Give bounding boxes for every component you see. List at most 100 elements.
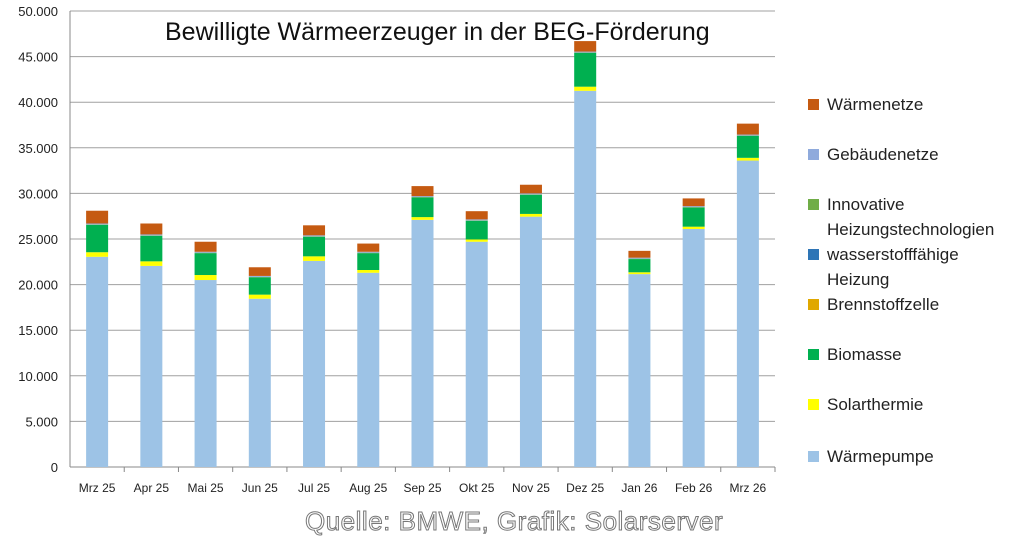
- x-tick-label: Mrz 25: [79, 481, 116, 495]
- bar-segment-biomasse: [303, 236, 326, 257]
- bar-segment-biomasse: [411, 197, 434, 218]
- bar-segment-wärmepumpe: [736, 160, 759, 467]
- bar-segment-gebäudenetze: [248, 275, 271, 277]
- bar-segment-wärmenetze: [303, 225, 326, 236]
- bar-segment-solarthermie: [628, 272, 651, 275]
- bar-segment-solarthermie: [519, 213, 542, 217]
- legend-label: Solarthermie: [827, 395, 924, 414]
- y-tick-label: 40.000: [18, 95, 58, 110]
- bar-segment-gebäudenetze: [357, 251, 380, 253]
- x-tick-label: Feb 26: [675, 481, 713, 495]
- bar-segment-wärmenetze: [574, 41, 597, 52]
- legend-label: Gebäudenetze: [827, 145, 939, 164]
- bar-segment-wärmepumpe: [303, 260, 326, 467]
- legend-item: wasserstofffähige Heizung: [808, 242, 1023, 292]
- bar-segment-gebäudenetze: [140, 234, 163, 236]
- bar-segment-wärmepumpe: [194, 280, 217, 467]
- legend-swatch: [808, 399, 819, 410]
- bar-segment-wärmenetze: [682, 198, 705, 207]
- x-tick-label: Sep 25: [403, 481, 441, 495]
- legend-item: Innovative Heizungstechnologien: [808, 192, 1023, 242]
- bar-segment-wärmenetze: [411, 186, 434, 197]
- bar-segment-wärmepumpe: [357, 272, 380, 467]
- x-tick-label: Dez 25: [566, 481, 604, 495]
- bar-segment-solarthermie: [140, 261, 163, 266]
- bar-segment-solarthermie: [411, 217, 434, 220]
- y-tick-label: 30.000: [18, 186, 58, 201]
- bar-segment-wärmepumpe: [574, 90, 597, 468]
- bar-segment-wärmepumpe: [682, 228, 705, 467]
- bar-segment-wärmenetze: [736, 123, 759, 135]
- legend-label: Innovative Heizungstechnologien: [827, 195, 995, 239]
- bar-segment-biomasse: [736, 135, 759, 158]
- legend-item: Brennstoffzelle: [808, 292, 1023, 317]
- bar-segment-gebäudenetze: [736, 134, 759, 136]
- legend-swatch: [808, 299, 819, 310]
- chart-title: Bewilligte Wärmeerzeuger in der BEG-Förd…: [165, 18, 710, 46]
- bar-segment-solarthermie: [682, 226, 705, 229]
- legend-label: Wärmepumpe: [827, 447, 934, 466]
- y-tick-label: 35.000: [18, 141, 58, 156]
- bar-segment-gebäudenetze: [519, 193, 542, 195]
- bar-segment-gebäudenetze: [628, 257, 651, 259]
- y-tick-label: 45.000: [18, 50, 58, 65]
- bar-segment-gebäudenetze: [194, 251, 217, 253]
- y-tick-label: 20.000: [18, 278, 58, 293]
- x-tick-label: Jun 25: [242, 481, 278, 495]
- bar-segment-gebäudenetze: [682, 206, 705, 208]
- bar-segment-biomasse: [194, 253, 217, 276]
- y-tick-label: 25.000: [18, 232, 58, 247]
- legend-item: Wärmepumpe: [808, 444, 1023, 469]
- legend-swatch: [808, 149, 819, 160]
- legend-item: Gebäudenetze: [808, 142, 1023, 167]
- x-tick-label: Aug 25: [349, 481, 387, 495]
- bar-segment-wärmenetze: [519, 184, 542, 194]
- legend-label: Brennstoffzelle: [827, 295, 940, 314]
- bar-segment-gebäudenetze: [411, 196, 434, 198]
- bar-segment-solarthermie: [303, 256, 326, 261]
- bar-segment-wärmepumpe: [86, 256, 109, 467]
- x-tick-label: Apr 25: [134, 481, 170, 495]
- legend-swatch: [808, 349, 819, 360]
- bar-segment-wärmepumpe: [628, 274, 651, 467]
- x-tick-label: Okt 25: [459, 481, 495, 495]
- x-tick-label: Jul 25: [298, 481, 330, 495]
- legend-label: Wärmenetze: [827, 95, 924, 114]
- x-tick-label: Jan 26: [621, 481, 657, 495]
- legend-swatch: [808, 249, 819, 260]
- legend-label: Biomasse: [827, 345, 902, 364]
- bar-segment-gebäudenetze: [574, 51, 597, 53]
- legend-swatch: [808, 99, 819, 110]
- bar-segment-wärmepumpe: [465, 241, 488, 467]
- bar-segment-biomasse: [628, 259, 651, 273]
- bar-segment-wärmenetze: [465, 211, 488, 220]
- bar-segment-wärmenetze: [628, 250, 651, 258]
- bar-segment-biomasse: [140, 235, 163, 262]
- bar-segment-biomasse: [519, 194, 542, 214]
- y-tick-label: 50.000: [18, 4, 58, 19]
- bar-segment-solarthermie: [574, 86, 597, 91]
- legend-swatch: [808, 451, 819, 462]
- bar-segment-gebäudenetze: [465, 219, 488, 221]
- bar-segment-biomasse: [86, 224, 109, 253]
- bar-segment-solarthermie: [736, 157, 759, 161]
- x-tick-label: Mrz 26: [730, 481, 767, 495]
- bar-segment-solarthermie: [357, 270, 380, 273]
- bar-segment-wärmenetze: [248, 267, 271, 276]
- bar-segment-wärmenetze: [194, 241, 217, 252]
- y-tick-label: 10.000: [18, 369, 58, 384]
- bar-segment-wärmepumpe: [140, 265, 163, 467]
- bar-segment-gebäudenetze: [86, 223, 109, 225]
- legend-swatch: [808, 199, 819, 210]
- bar-segment-solarthermie: [465, 239, 488, 242]
- bar-segment-wärmepumpe: [411, 219, 434, 467]
- bar-segment-wärmenetze: [86, 210, 109, 224]
- bar-segment-solarthermie: [194, 275, 217, 281]
- bar-segment-biomasse: [357, 253, 380, 271]
- bar-segment-wärmenetze: [140, 223, 163, 235]
- y-tick-label: 0: [51, 460, 58, 475]
- legend-item: Wärmenetze: [808, 92, 1023, 117]
- legend-item: Solarthermie: [808, 392, 1023, 417]
- bar-segment-biomasse: [465, 220, 488, 240]
